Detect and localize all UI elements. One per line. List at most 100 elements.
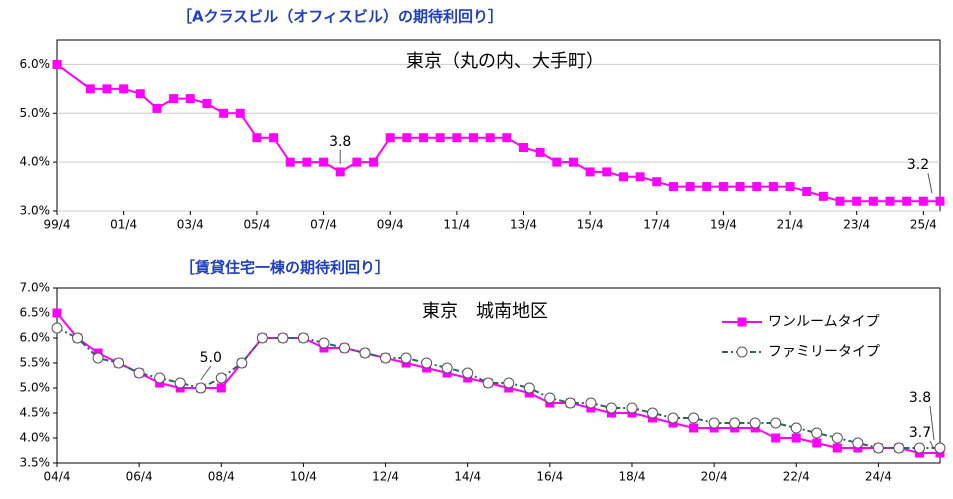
point — [667, 412, 679, 424]
x-tick-label: 01/4 — [110, 218, 137, 232]
point — [852, 437, 864, 449]
point — [135, 89, 145, 99]
point — [441, 362, 453, 374]
x-tick-label: 09/4 — [377, 218, 404, 232]
point — [402, 133, 412, 143]
point — [835, 196, 845, 206]
point — [791, 433, 801, 443]
x-tick-label: 23/4 — [843, 218, 870, 232]
point — [818, 191, 828, 201]
point — [718, 182, 728, 192]
point — [319, 157, 329, 167]
point — [174, 377, 186, 389]
point — [518, 142, 528, 152]
point — [585, 397, 597, 409]
x-tick-label: 05/4 — [243, 218, 270, 232]
annotation: 3.7 — [909, 425, 931, 441]
point — [435, 133, 445, 143]
point — [602, 167, 612, 177]
point — [635, 172, 645, 182]
point — [302, 157, 312, 167]
point — [618, 172, 628, 182]
x-tick-label: 10/4 — [290, 470, 317, 484]
point — [400, 352, 412, 364]
y-tick-label: 5.0% — [20, 381, 51, 395]
point — [277, 332, 289, 344]
point — [688, 412, 700, 424]
point — [469, 133, 479, 143]
point — [885, 196, 895, 206]
y-tick-label: 4.5% — [20, 406, 51, 420]
legend-label: ファミリータイプ — [768, 344, 880, 360]
point — [338, 342, 350, 354]
point — [185, 94, 195, 104]
point — [852, 196, 862, 206]
point — [119, 84, 129, 94]
x-tick-label: 14/4 — [454, 470, 481, 484]
x-tick-label: 99/4 — [44, 218, 71, 232]
point — [868, 196, 878, 206]
chart-title: 東京（丸の内、大手町） — [406, 51, 604, 72]
point — [485, 133, 495, 143]
point — [52, 59, 62, 69]
point — [256, 332, 268, 344]
x-tick-label: 17/4 — [643, 218, 670, 232]
point — [297, 332, 309, 344]
annotation: 3.2 — [907, 157, 929, 173]
annotation-leader — [929, 405, 935, 441]
x-tick-label: 08/4 — [208, 470, 235, 484]
point — [380, 352, 392, 364]
point — [52, 308, 62, 318]
point — [689, 423, 699, 433]
y-tick-label: 4.0% — [20, 155, 51, 169]
annotation: 3.8 — [329, 134, 351, 150]
point — [872, 442, 884, 454]
legend-marker — [737, 317, 747, 327]
point — [605, 402, 617, 414]
point — [585, 167, 595, 177]
point — [72, 332, 84, 344]
point — [918, 196, 928, 206]
x-tick-label: 18/4 — [619, 470, 646, 484]
point — [832, 443, 842, 453]
y-tick-label: 5.5% — [20, 356, 51, 370]
point — [359, 347, 371, 359]
point — [503, 377, 515, 389]
x-tick-label: 15/4 — [577, 218, 604, 232]
point — [85, 84, 95, 94]
annotation-leader — [929, 440, 935, 450]
point — [735, 182, 745, 192]
point — [749, 417, 761, 429]
point — [535, 147, 545, 157]
point — [421, 357, 433, 369]
point — [219, 108, 229, 118]
point — [102, 84, 112, 94]
x-tick-label: 13/4 — [510, 218, 537, 232]
point — [768, 182, 778, 192]
point — [269, 133, 279, 143]
point — [482, 377, 494, 389]
point — [770, 417, 782, 429]
point — [647, 407, 659, 419]
x-tick-label: 21/4 — [777, 218, 804, 232]
point — [195, 382, 207, 394]
point — [51, 322, 63, 334]
y-tick-label: 6.0% — [20, 57, 51, 71]
point — [462, 367, 474, 379]
point — [752, 182, 762, 192]
point — [893, 442, 905, 454]
point — [419, 133, 429, 143]
point — [523, 382, 535, 394]
point — [568, 157, 578, 167]
y-tick-label: 6.5% — [20, 306, 51, 320]
point — [785, 182, 795, 192]
annotation-leader — [927, 173, 933, 194]
legend-label: ワンルームタイプ — [768, 314, 880, 330]
chart-title: 東京 城南地区 — [422, 301, 548, 322]
point — [352, 157, 362, 167]
point — [668, 182, 678, 192]
point — [811, 427, 823, 439]
point — [113, 357, 125, 369]
x-tick-label: 16/4 — [536, 470, 563, 484]
